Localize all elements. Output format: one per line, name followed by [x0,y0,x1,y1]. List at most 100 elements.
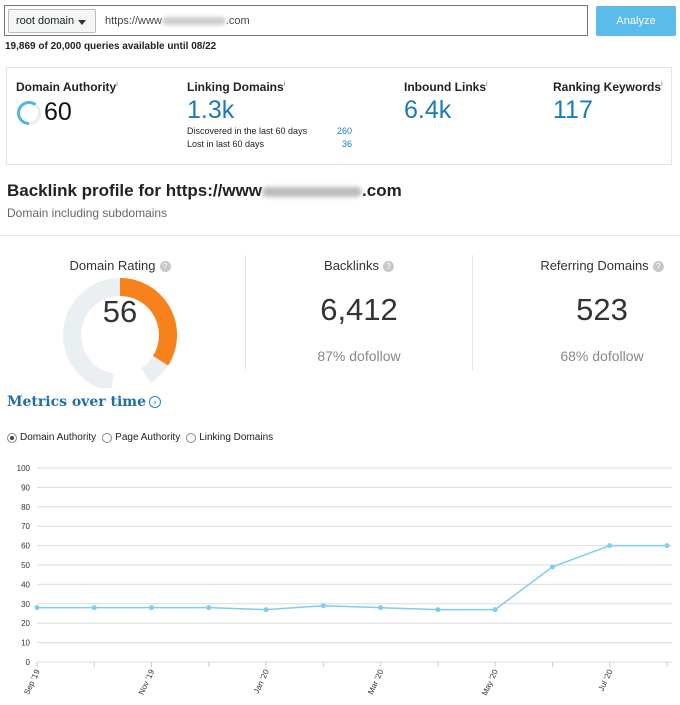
info-icon[interactable]: i [283,81,286,88]
metric-label: Ranking Keywords [553,80,662,94]
y-tick-label: 100 [17,464,31,473]
y-tick-label: 30 [21,600,30,609]
stat-value: 523 [576,292,628,327]
stat-backlinks: Backlinks? 6,412 87% dofollow [246,258,472,364]
radio-label: Domain Authority [20,432,97,443]
data-point [149,605,155,611]
metric-radio-group: Domain Authority Page Authority Linking … [7,432,273,443]
radio-button[interactable] [7,432,17,443]
y-tick-label: 80 [21,503,30,512]
metrics-over-time-link[interactable]: Metrics over time › [7,394,161,410]
data-point [34,605,40,611]
redacted-blur [262,186,363,197]
y-tick-label: 40 [21,580,30,589]
discovered-count[interactable]: 260 [336,126,352,136]
stat-label: Referring Domains [540,258,649,273]
analyze-button[interactable]: Analyze [596,6,676,36]
data-point [206,605,212,611]
radio-label: Linking Domains [199,432,274,443]
url-prefix: https://www [105,15,162,27]
help-icon[interactable]: ? [159,261,171,273]
data-point [549,564,555,570]
radio-label: Page Authority [115,432,181,443]
domain-rating-gauge [63,278,177,388]
radio-page-authority[interactable]: Page Authority [102,432,180,443]
stat-dofollow: 68% dofollow [560,348,644,364]
url-input[interactable]: https://www .com [105,15,250,27]
y-tick-label: 0 [26,658,31,667]
scope-dropdown[interactable]: root domain [8,9,96,33]
quota-text: 19,869 of 20,000 queries available until… [5,41,217,52]
lost-count[interactable]: 36 [341,139,352,149]
redacted-blur [161,17,226,26]
data-point [607,543,613,549]
radio-button[interactable] [186,432,197,443]
info-icon[interactable]: i [116,81,118,88]
caret-down-icon [78,20,86,25]
metric-domain-authority: Domain Authorityi 60 [16,80,118,127]
metrics-card: Domain Authorityi 60 Linking Domainsi 1.… [6,67,672,165]
y-tick-label: 10 [21,639,30,648]
metric-value: 60 [44,98,72,126]
scope-label: root domain [16,15,75,27]
metric-linking-domains: Linking Domainsi 1.3k Discovered in the … [187,80,352,149]
metric-label: Inbound Links [404,80,486,94]
divider [0,235,680,236]
stat-label: Backlinks [324,258,379,273]
x-tick-label: Sep '19 [22,668,42,697]
metric-inbound-links: Inbound Linksi 6.4k [404,80,488,125]
url-suffix: .com [225,15,250,27]
stat-value: 6,412 [320,292,398,327]
backlink-profile-subtitle: Domain including subdomains [7,206,168,220]
info-icon[interactable]: i [661,81,663,88]
divider [245,255,246,370]
metric-value: 6.4k [404,96,452,124]
metrics-line-chart: 0 10 20 30 40 50 60 70 80 90 100 Sep '19 Nov '19 Jan … [17,464,672,697]
x-tick-label: Jan '20 [252,668,271,695]
section-title: Metrics over time [7,394,146,410]
metric-value: 1.3k [187,96,235,124]
discovered-label: Discovered in the last 60 days [187,126,308,136]
metric-ranking-keywords: Ranking Keywordsi 117 [553,80,663,125]
help-icon[interactable]: ? [382,261,394,273]
metric-label: Domain Authority [16,80,117,94]
metric-label: Linking Domains [187,80,284,94]
stat-domain-rating: Domain Rating? 56 [7,258,233,388]
y-tick-label: 90 [21,483,30,492]
y-tick-label: 70 [21,522,30,531]
data-point [664,543,670,549]
search-bar: root domain https://www .com [4,5,588,36]
title-prefix: Backlink profile for https://www [7,181,263,200]
lost-label: Lost in last 60 days [187,139,265,149]
stat-referring-domains: Referring Domains? 523 68% dofollow [476,258,680,364]
data-point [263,607,269,613]
x-tick-label: Jul '20 [597,668,615,693]
divider [472,255,473,370]
y-tick-label: 20 [21,619,30,628]
backlink-profile-title: Backlink profile for https://www .com [7,181,402,201]
data-point [320,603,326,609]
y-tick-label: 50 [21,561,30,570]
stat-dofollow: 87% dofollow [317,348,401,364]
info-icon[interactable]: i [486,81,488,88]
chevron-right-circle-icon: › [148,396,161,408]
x-tick-label: Mar '20 [366,668,386,696]
authority-ring-icon [17,100,41,125]
x-tick-label: May '20 [480,668,500,697]
stat-value: 56 [102,294,138,329]
metric-value: 117 [553,96,593,124]
radio-button[interactable] [102,432,113,443]
x-tick-label: Nov '19 [137,668,157,697]
radio-domain-authority[interactable]: Domain Authority [7,432,96,443]
data-point [378,605,384,611]
gauge-fill [119,278,177,366]
y-tick-label: 60 [21,542,30,551]
data-point [91,605,97,611]
data-point [435,607,441,613]
stat-label: Domain Rating [69,258,156,273]
radio-linking-domains[interactable]: Linking Domains [186,432,273,443]
title-suffix: .com [362,181,402,200]
data-point [492,607,498,613]
help-icon[interactable]: ? [652,261,664,273]
series-line [37,544,667,611]
